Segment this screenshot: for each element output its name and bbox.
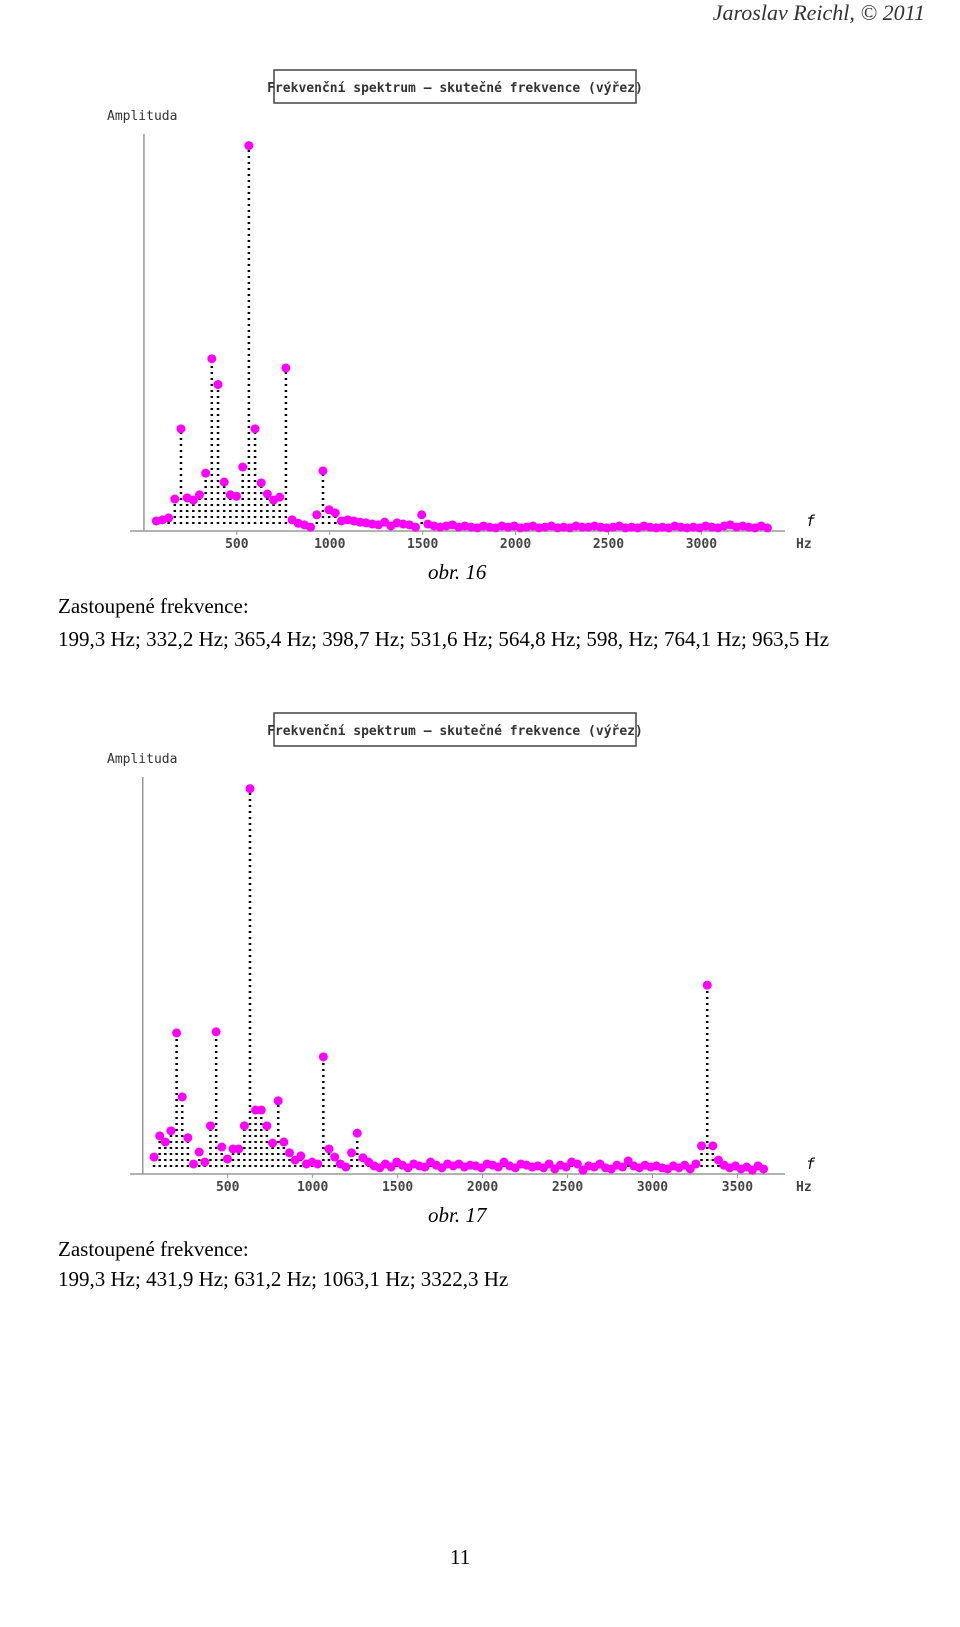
- frequency-list: 199,3 Hz; 431,9 Hz; 631,2 Hz; 1063,1 Hz;…: [58, 1267, 509, 1291]
- data-point: [577, 522, 587, 532]
- data-point: [759, 1164, 769, 1174]
- data-point: [268, 1138, 278, 1148]
- figure-label: Zastoupené frekvence:: [58, 594, 249, 618]
- x-tick-label: 3500: [722, 1180, 753, 1195]
- title-box: [273, 712, 637, 747]
- x-tick-label: 3000: [637, 1180, 668, 1195]
- data-point: [318, 1052, 328, 1062]
- data-point: [691, 1159, 701, 1169]
- x-tick-label: 2000: [467, 1180, 498, 1195]
- data-point: [417, 510, 427, 520]
- data-point: [160, 1137, 170, 1147]
- data-point: [275, 492, 285, 502]
- data-point: [572, 1159, 582, 1169]
- page-header: Jaroslav Reichl, © 2011: [712, 0, 925, 25]
- x-axis-unit: Hz: [796, 1180, 812, 1195]
- data-point: [324, 1144, 334, 1154]
- data-point: [194, 1147, 204, 1157]
- y-axis-label: Amplituda: [107, 109, 177, 124]
- figure-caption: obr. 17: [428, 1203, 487, 1227]
- data-point: [352, 1128, 362, 1138]
- data-point: [245, 784, 255, 794]
- data-point: [205, 1121, 215, 1131]
- x-axis-unit: Hz: [796, 537, 812, 552]
- data-point: [702, 980, 712, 990]
- data-point: [697, 1141, 707, 1151]
- data-point: [341, 1162, 351, 1172]
- data-point: [284, 1148, 294, 1158]
- x-tick-label: 1500: [407, 537, 438, 552]
- data-point: [189, 1159, 199, 1169]
- x-tick-label: 500: [216, 1180, 240, 1195]
- data-point: [211, 1027, 221, 1037]
- x-tick-label: 2000: [500, 537, 531, 552]
- data-point: [234, 1144, 244, 1154]
- data-point: [262, 1121, 272, 1131]
- chart-title: Frekvenční spektrum – skutečné frekvence…: [267, 724, 643, 739]
- data-point: [618, 1162, 628, 1172]
- x-tick-label: 2500: [552, 1180, 583, 1195]
- data-point: [238, 462, 248, 472]
- data-point: [250, 424, 260, 434]
- data-point: [762, 523, 772, 533]
- data-point: [183, 1133, 193, 1143]
- data-point: [200, 1157, 210, 1167]
- data-point: [177, 1092, 187, 1102]
- x-axis-label: f: [806, 1155, 816, 1173]
- data-point: [149, 1152, 159, 1162]
- data-point: [170, 494, 180, 504]
- data-point: [262, 489, 272, 499]
- x-tick-label: 3000: [686, 537, 717, 552]
- data-point: [166, 1126, 176, 1136]
- data-point: [256, 478, 266, 488]
- data-point: [222, 1154, 232, 1164]
- data-point: [347, 1148, 357, 1158]
- data-point: [232, 491, 242, 501]
- data-point: [296, 1151, 306, 1161]
- data-point: [256, 1105, 266, 1115]
- y-axis-label: Amplituda: [107, 752, 177, 767]
- figure-label: Zastoupené frekvence:: [58, 1237, 249, 1261]
- data-point: [188, 495, 198, 505]
- data-point: [194, 490, 204, 500]
- data-point: [313, 1159, 323, 1169]
- data-point: [217, 1142, 227, 1152]
- x-tick-label: 1000: [314, 537, 345, 552]
- data-point: [306, 522, 316, 532]
- chart-title: Frekvenční spektrum – skutečné frekvence…: [267, 81, 643, 96]
- data-point: [239, 1121, 249, 1131]
- data-point: [318, 466, 328, 476]
- data-point: [330, 1152, 340, 1162]
- data-point: [164, 513, 174, 523]
- data-point: [281, 363, 291, 373]
- data-point: [201, 468, 211, 478]
- x-tick-label: 500: [225, 537, 249, 552]
- data-point: [172, 1028, 182, 1038]
- data-point: [176, 424, 186, 434]
- data-point: [155, 1131, 165, 1141]
- x-tick-label: 1500: [382, 1180, 413, 1195]
- data-point: [207, 354, 217, 364]
- data-point: [244, 141, 254, 151]
- data-point: [279, 1137, 289, 1147]
- data-point: [330, 508, 340, 518]
- frequency-list: 199,3 Hz; 332,2 Hz; 365,4 Hz; 398,7 Hz; …: [58, 627, 830, 651]
- data-point: [312, 510, 322, 520]
- data-point: [219, 477, 229, 487]
- figure-caption: obr. 16: [428, 560, 487, 584]
- title-box: [273, 69, 637, 104]
- data-point: [708, 1141, 718, 1151]
- data-point: [273, 1096, 283, 1106]
- data-point: [411, 522, 421, 532]
- x-tick-label: 2500: [593, 537, 624, 552]
- x-axis-label: f: [806, 512, 816, 530]
- page-number: 11: [450, 1545, 471, 1569]
- x-tick-label: 1000: [297, 1180, 328, 1195]
- data-point: [213, 380, 223, 390]
